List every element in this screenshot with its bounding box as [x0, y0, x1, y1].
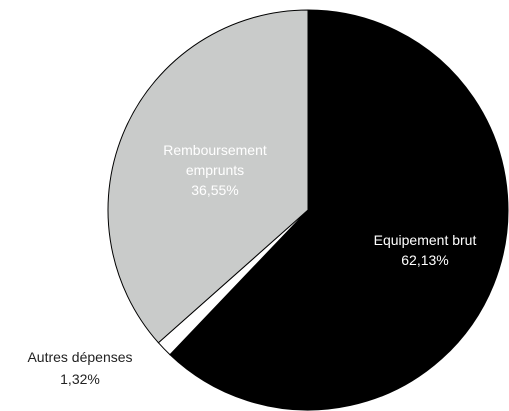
slice-label-equipement-brut-name: Equipement brut	[374, 232, 477, 248]
slice-label-autres-depenses-name: Autres dépenses	[27, 349, 132, 365]
slice-label-remboursement-value: 36,55%	[191, 182, 238, 198]
pie-slice-equipement-brut	[169, 9, 509, 411]
slice-label-autres-depenses: Autres dépenses 1,32%	[27, 349, 132, 387]
slice-label-equipement-brut: Equipement brut 62,13%	[374, 232, 477, 268]
slice-label-remboursement-line2: emprunts	[186, 162, 244, 178]
pie-slices	[107, 9, 509, 411]
slice-label-equipement-brut-value: 62,13%	[401, 252, 448, 268]
pie-slice-remboursement-emprunts	[107, 9, 309, 344]
slice-label-remboursement-line1: Remboursement	[163, 142, 267, 158]
slice-label-autres-depenses-value: 1,32%	[60, 371, 100, 387]
slice-label-remboursement-emprunts: Remboursement emprunts 36,55%	[163, 142, 267, 198]
